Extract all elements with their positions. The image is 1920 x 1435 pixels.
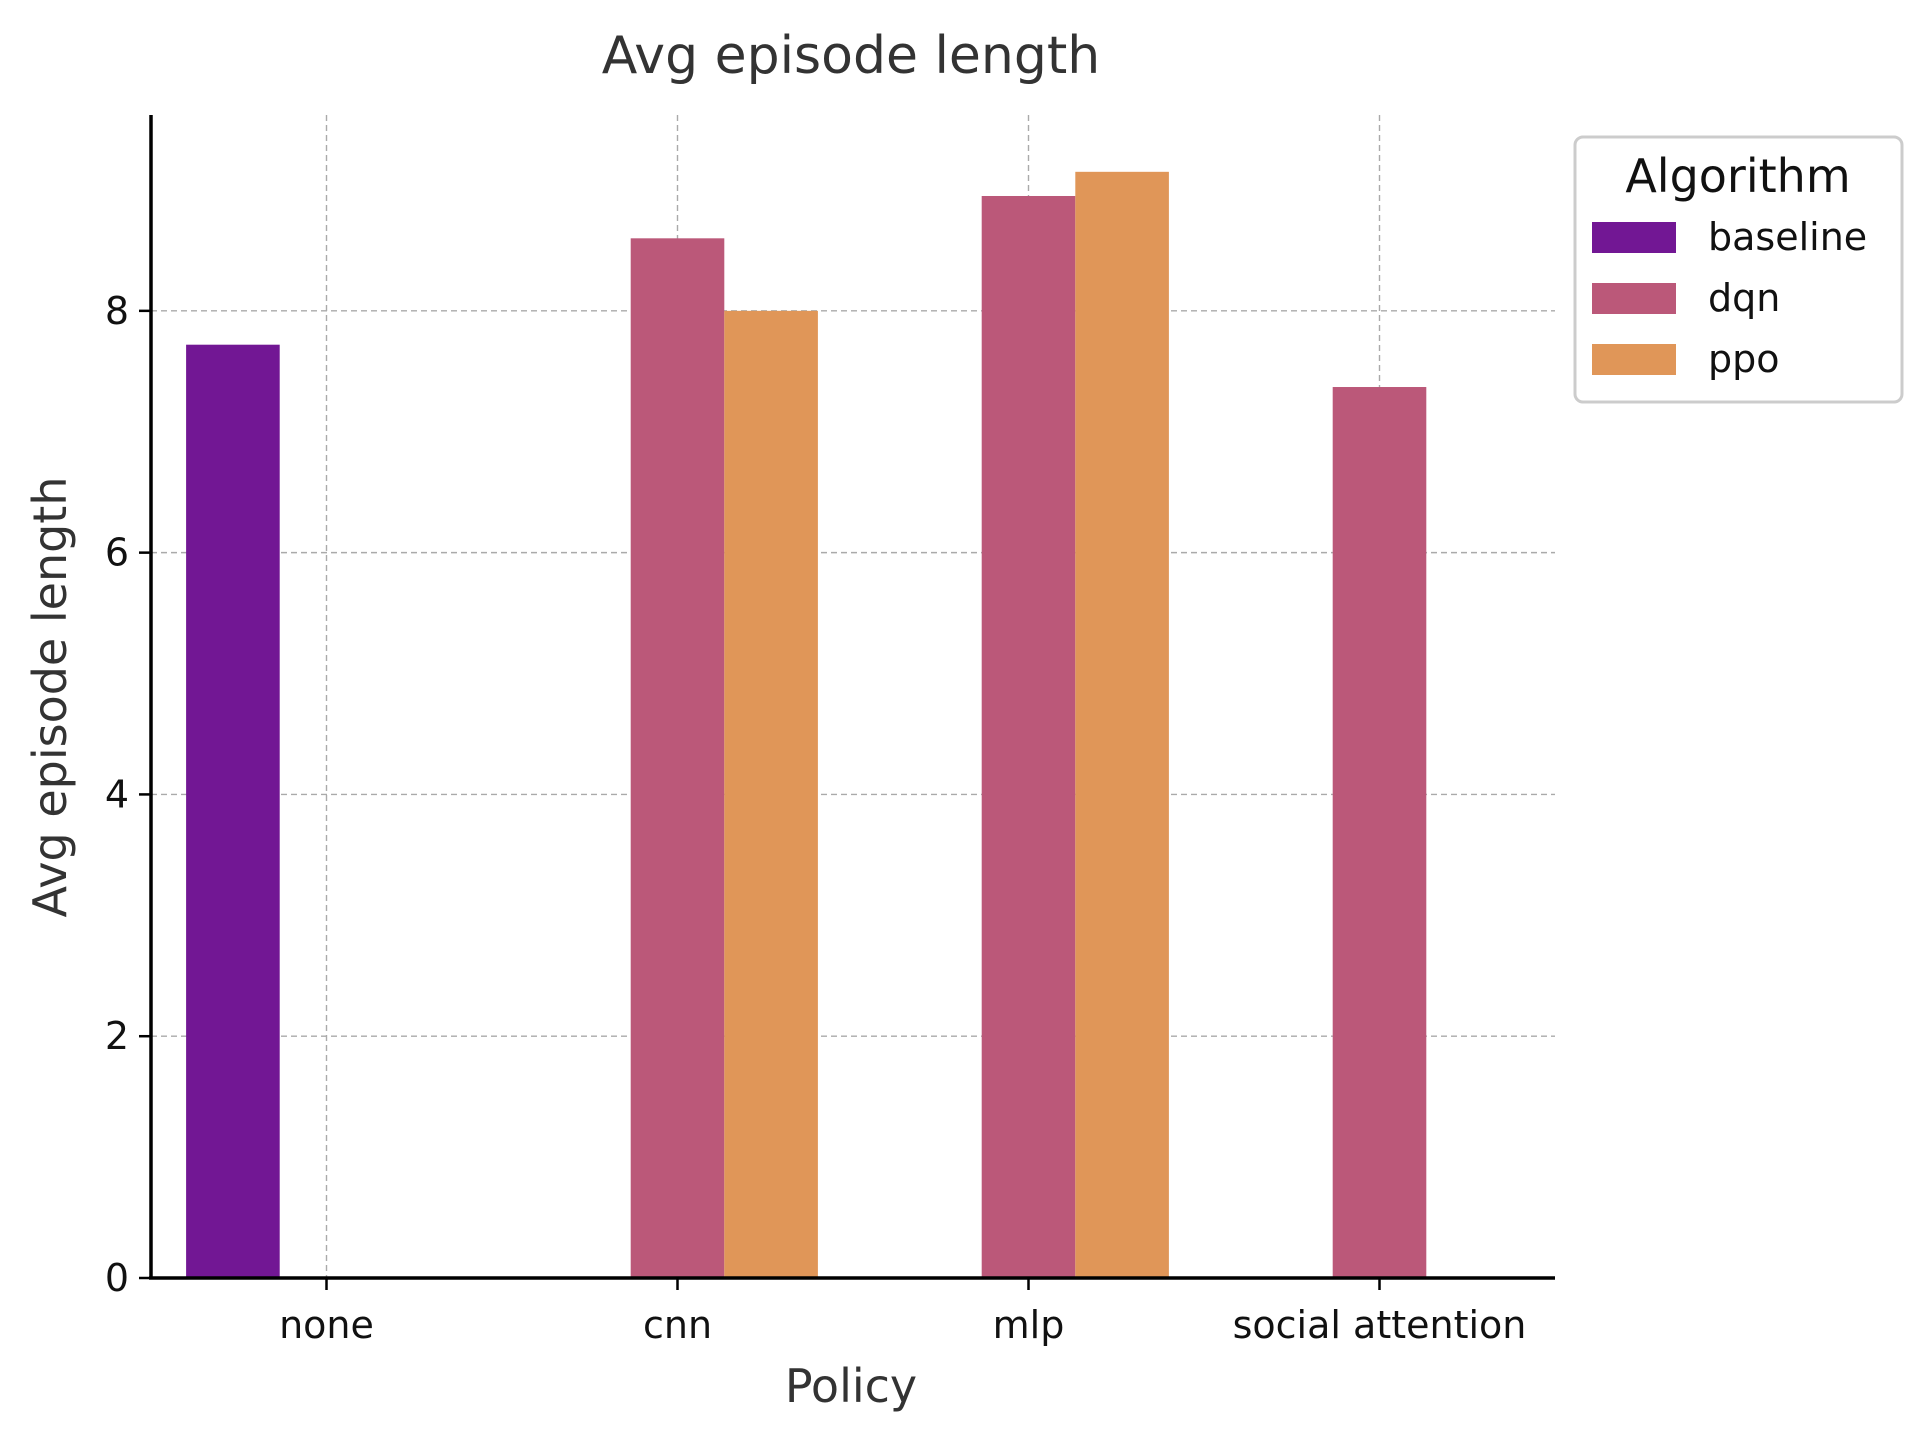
x-tick-label: cnn <box>643 1303 712 1347</box>
y-tick-label: 8 <box>105 289 129 333</box>
bar-dqn-social-attention <box>1332 387 1427 1278</box>
ticks-layer: 0 2 4 6 8 none cnn mlp social attention <box>105 289 1527 1347</box>
chart-title: Avg episode length <box>602 26 1100 86</box>
y-tick-label: 2 <box>105 1014 129 1058</box>
legend-label-baseline: baseline <box>1708 215 1867 259</box>
bar-ppo-mlp <box>1075 171 1169 1278</box>
legend-label-ppo: ppo <box>1708 337 1780 381</box>
y-tick-label: 0 <box>105 1256 129 1300</box>
bars-layer <box>186 171 1427 1278</box>
bar-baseline-none <box>186 344 280 1278</box>
bar-dqn-mlp <box>981 195 1076 1278</box>
legend-items: baseline dqn ppo <box>1592 215 1867 381</box>
legend-frame <box>1573 135 1904 404</box>
bar-ppo-cnn <box>724 310 818 1278</box>
x-tick-label: mlp <box>993 1303 1065 1347</box>
legend-label-dqn: dqn <box>1708 276 1780 320</box>
bar-dqn-cnn <box>630 238 725 1278</box>
y-tick-label: 6 <box>105 531 129 575</box>
legend: Algorithm baseline dqn ppo <box>1573 135 1904 404</box>
legend-swatch-ppo <box>1592 344 1676 375</box>
legend-title: Algorithm <box>1625 149 1850 203</box>
x-axis-label: Policy <box>785 1359 917 1413</box>
x-tick-label: social attention <box>1233 1303 1527 1347</box>
legend-swatch-dqn <box>1592 283 1676 314</box>
legend-swatch-baseline <box>1592 222 1676 253</box>
y-tick-label: 4 <box>105 772 129 816</box>
x-tick-label: none <box>279 1303 374 1347</box>
y-axis-label: Avg episode length <box>23 477 77 918</box>
